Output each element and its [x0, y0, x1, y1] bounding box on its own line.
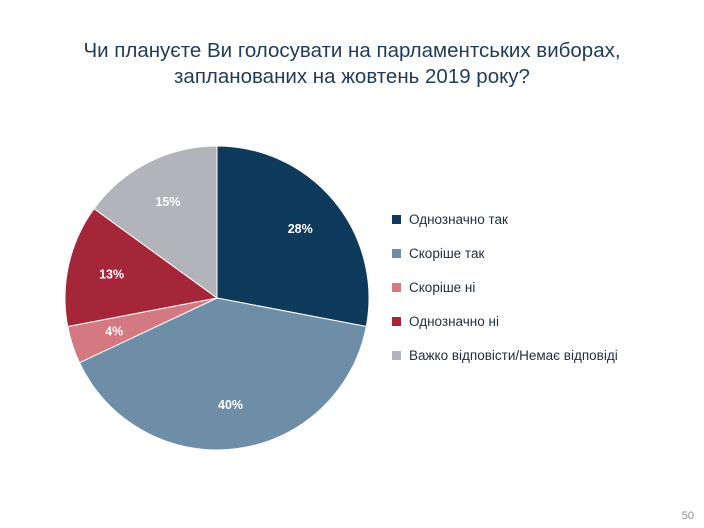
pie-data-label-3: 4% — [105, 324, 123, 338]
pie-slice-5 — [93, 145, 218, 299]
chart-title-line-1: Чи плануєте Ви голосувати на парламентсь… — [83, 39, 621, 62]
pie-slice-4 — [64, 207, 219, 328]
legend-item-3: Скоріше ні — [392, 270, 618, 304]
pie-data-label-1: 28% — [288, 222, 313, 236]
legend-swatch-4 — [392, 316, 401, 326]
legend-item-5: Важко відповісти/Немає відповіді — [392, 338, 618, 372]
chart-title-line-2: запланованих на жовтень 2019 року? — [174, 65, 530, 88]
legend-label-3: Скоріше ні — [409, 279, 476, 295]
legend-label-5: Важко відповісти/Немає відповіді — [409, 347, 618, 363]
legend-swatch-5 — [392, 350, 401, 360]
pie-data-label-5: 15% — [155, 195, 180, 209]
legend-swatch-1 — [392, 214, 401, 224]
legend-swatch-2 — [392, 248, 401, 258]
legend-label-1: Однозначно так — [409, 211, 508, 227]
page-number: 50 — [681, 510, 694, 522]
legend-swatch-3 — [392, 282, 401, 292]
pie-slice-1 — [216, 145, 370, 328]
pie-slice-2 — [78, 297, 367, 451]
chart-title: Чи плануєте Ви голосувати на парламентсь… — [40, 38, 664, 90]
legend-label-2: Скоріше так — [409, 245, 485, 261]
legend-item-2: Скоріше так — [392, 236, 618, 270]
legend-label-4: Однозначно ні — [409, 313, 499, 329]
legend-item-4: Однозначно ні — [392, 304, 618, 338]
legend-item-1: Однозначно так — [392, 202, 618, 236]
chart-legend: Однозначно так Скоріше так Скоріше ні Одноз… — [392, 202, 618, 372]
pie-data-label-2: 40% — [218, 398, 243, 412]
pie-data-label-4: 13% — [99, 267, 124, 281]
